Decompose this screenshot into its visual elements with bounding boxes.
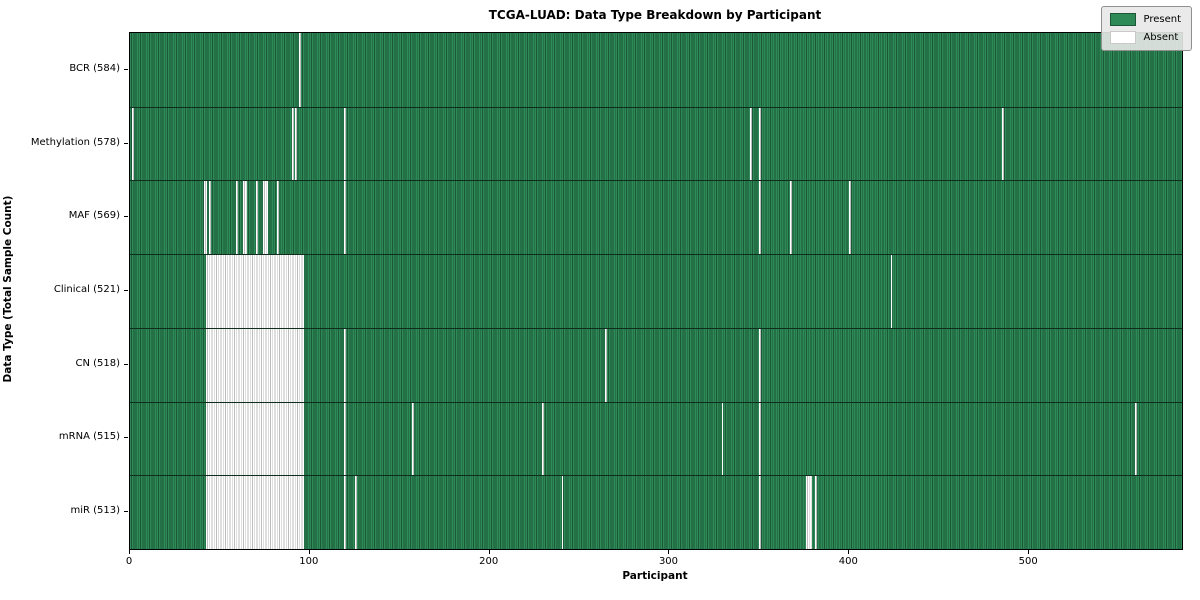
row-separator	[130, 106, 1182, 108]
absent-segment	[343, 180, 346, 255]
absent-segment	[291, 106, 294, 181]
row-separator	[130, 327, 1182, 329]
absent-segment	[343, 401, 346, 476]
absent-segment	[1135, 401, 1138, 476]
y-tick-label-bcr: BCR (584)	[69, 62, 120, 74]
legend-present-label: Present	[1143, 14, 1181, 25]
absent-segment	[205, 327, 305, 402]
y-tick-mark	[124, 437, 128, 439]
x-tick-mark	[848, 549, 850, 554]
absent-segment	[205, 254, 305, 328]
y-tick-label-mir: miR (513)	[70, 505, 120, 517]
absent-segment	[236, 180, 238, 255]
absent-segment	[1002, 106, 1004, 181]
y-tick-label-maf: MAF (569)	[68, 210, 120, 222]
absent-swatch-icon	[1110, 31, 1137, 44]
absent-segment	[806, 475, 812, 549]
present-swatch-icon	[1110, 13, 1137, 26]
absent-segment	[759, 401, 762, 476]
legend-item-absent: Absent	[1110, 31, 1181, 44]
legend-absent-label: Absent	[1143, 32, 1179, 43]
x-tick-mark	[129, 549, 130, 554]
y-tick-label-clinical: Clinical (521)	[53, 284, 120, 295]
absent-segment	[343, 327, 346, 402]
row-separator	[130, 475, 1182, 477]
present-bars	[130, 180, 1182, 255]
row-separator	[130, 401, 1182, 403]
absent-segment	[343, 106, 346, 181]
row-band-methylation	[130, 106, 1182, 181]
absent-segment	[205, 401, 305, 476]
present-bars	[130, 33, 1182, 107]
absent-segment	[277, 180, 280, 255]
absent-segment	[205, 475, 305, 549]
x-tick-mark	[488, 549, 490, 554]
absent-segment	[295, 106, 298, 181]
chart-title: TCGA-LUAD: Data Type Breakdown by Partic…	[488, 8, 822, 22]
absent-segment	[750, 106, 753, 181]
row-separator	[130, 180, 1182, 182]
absent-segment	[849, 180, 852, 255]
y-tick-mark	[124, 290, 128, 291]
present-bars	[130, 254, 1182, 328]
x-tick-label-200: 200	[479, 556, 499, 567]
absent-segment	[263, 180, 269, 255]
absent-segment	[759, 180, 762, 255]
x-tick-label-0: 0	[125, 556, 133, 567]
y-tick-label-mrna: mRNA (515)	[58, 431, 120, 443]
absent-segment	[759, 327, 762, 402]
y-tick-mark	[124, 363, 128, 365]
y-tick-mark	[124, 68, 128, 70]
present-bars	[130, 327, 1182, 402]
absent-segment	[209, 180, 211, 255]
absent-segment	[131, 106, 134, 181]
absent-segment	[243, 180, 247, 255]
present-bars	[130, 106, 1182, 181]
y-tick-label-cn: CN (518)	[75, 357, 120, 369]
row-band-maf	[130, 180, 1182, 255]
y-tick-mark	[124, 216, 128, 218]
x-tick-label-100: 100	[299, 556, 319, 567]
present-bars	[130, 401, 1182, 476]
absent-segment	[604, 327, 607, 402]
absent-segment	[541, 401, 544, 476]
row-separator	[130, 254, 1182, 256]
plot-area	[129, 32, 1183, 550]
row-band-mir	[130, 475, 1182, 549]
absent-segment	[759, 475, 762, 549]
absent-segment	[815, 475, 817, 549]
x-tick-mark	[668, 549, 670, 554]
absent-segment	[561, 475, 564, 549]
x-tick-mark	[308, 549, 310, 554]
absent-segment	[343, 475, 346, 549]
row-band-mrna	[130, 401, 1182, 476]
absent-segment	[412, 401, 415, 476]
absent-segment	[255, 180, 258, 255]
x-axis-label: Participant	[622, 570, 688, 582]
x-tick-label-500: 500	[1018, 556, 1038, 567]
y-tick-label-methylation: Methylation (578)	[30, 136, 120, 148]
legend-item-present: Present	[1110, 13, 1181, 26]
row-band-cn	[130, 327, 1182, 402]
row-band-clinical	[130, 254, 1182, 328]
x-tick-label-400: 400	[838, 556, 858, 567]
absent-segment	[759, 106, 762, 181]
x-tick-mark	[1028, 549, 1030, 554]
absent-segment	[789, 180, 792, 255]
absent-segment	[203, 180, 208, 255]
absent-segment	[299, 33, 301, 107]
absent-segment	[721, 401, 724, 476]
present-bars	[130, 475, 1182, 549]
y-tick-mark	[124, 142, 128, 144]
legend: Present Absent	[1101, 6, 1192, 51]
x-tick-label-300: 300	[658, 556, 679, 567]
absent-segment	[354, 475, 357, 549]
y-tick-mark	[124, 511, 128, 513]
absent-segment	[890, 254, 893, 328]
row-band-bcr	[130, 33, 1182, 107]
